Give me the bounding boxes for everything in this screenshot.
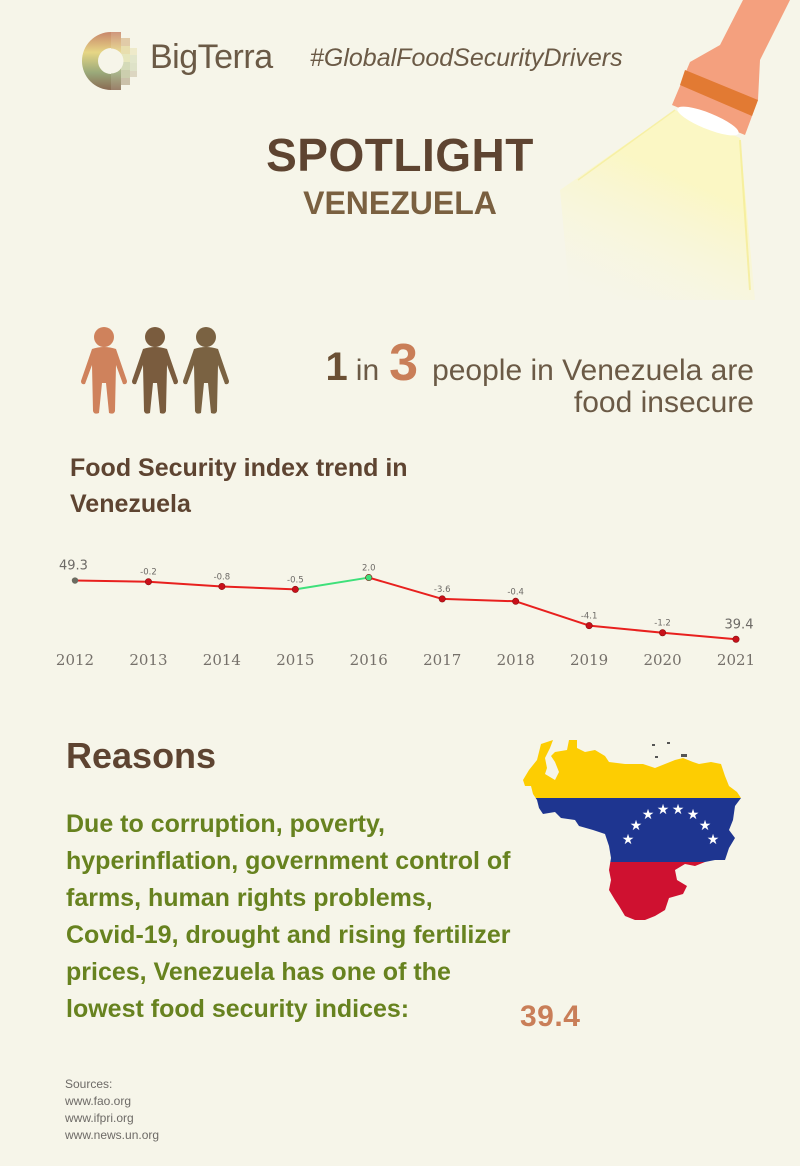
- data-label: -4.1: [581, 612, 598, 622]
- stat-connector: in: [355, 354, 380, 387]
- line-chart: 49.3 2012 -0.2 2013 -0.8 2014 -0.5 2015 2.0 2016 -…: [0, 540, 800, 680]
- page-title: SPOTLIGHT: [266, 129, 534, 181]
- data-label: -0.5: [287, 575, 304, 585]
- svg-text:★: ★: [699, 818, 712, 834]
- x-tick-label: 2021: [717, 651, 755, 669]
- svg-text:★: ★: [622, 832, 635, 848]
- svg-text:★: ★: [630, 818, 643, 834]
- svg-text:★: ★: [657, 802, 670, 818]
- flashlight-icon: [540, 0, 800, 300]
- reasons-title: Reasons: [66, 735, 217, 776]
- svg-text:★: ★: [687, 807, 700, 823]
- x-tick-label: 2012: [56, 651, 94, 669]
- data-label: 39.4: [725, 617, 754, 632]
- svg-text:★: ★: [672, 802, 685, 818]
- stat-text-line2: food insecure: [573, 386, 754, 419]
- x-tick-label: 2013: [129, 651, 167, 669]
- source-link[interactable]: www.fao.org: [65, 1094, 132, 1108]
- stat-headline: 1 in 3 people in Venezuela are: [280, 333, 754, 393]
- reasons-body: Due to corruption, poverty, hyperinflati…: [66, 810, 511, 1023]
- brand-name: BigTerra: [150, 38, 273, 76]
- bigterra-logo-icon: [80, 30, 150, 92]
- sources-label: Sources:: [65, 1077, 113, 1091]
- chart-title: Food Security index trend in Venezuela: [70, 454, 408, 518]
- stat-denominator: 3: [389, 334, 419, 392]
- data-label: -3.6: [434, 585, 451, 595]
- sources: Sources: www.fao.org www.ifpri.org www.n…: [65, 1076, 159, 1144]
- stat-text-line1: people in Venezuela are: [432, 354, 754, 387]
- x-tick-label: 2020: [643, 651, 681, 669]
- x-tick-label: 2019: [570, 651, 608, 669]
- svg-text:★: ★: [642, 807, 655, 823]
- data-label: -0.4: [507, 587, 524, 597]
- lowest-index-value: 39.4: [520, 1000, 581, 1033]
- svg-text:★: ★: [707, 832, 720, 848]
- data-label: -1.2: [654, 619, 671, 629]
- x-tick-label: 2015: [276, 651, 314, 669]
- x-tick-label: 2017: [423, 651, 461, 669]
- x-tick-label: 2014: [203, 651, 241, 669]
- hashtag: #GlobalFoodSecurityDrivers: [310, 44, 623, 72]
- data-label: -0.8: [214, 572, 231, 582]
- source-link[interactable]: www.ifpri.org: [65, 1111, 134, 1125]
- data-label: 2.0: [362, 564, 376, 574]
- page-subtitle: VENEZUELA: [303, 185, 497, 221]
- people-icon: [80, 325, 232, 415]
- stat-numerator: 1: [325, 345, 348, 389]
- x-tick-label: 2018: [497, 651, 535, 669]
- x-tick-label: 2016: [350, 651, 388, 669]
- venezuela-flag-map-icon: ★ ★ ★ ★ ★ ★ ★ ★: [515, 730, 745, 925]
- data-label: 49.3: [59, 559, 88, 574]
- source-link[interactable]: www.news.un.org: [65, 1128, 160, 1142]
- data-label: -0.2: [140, 568, 157, 578]
